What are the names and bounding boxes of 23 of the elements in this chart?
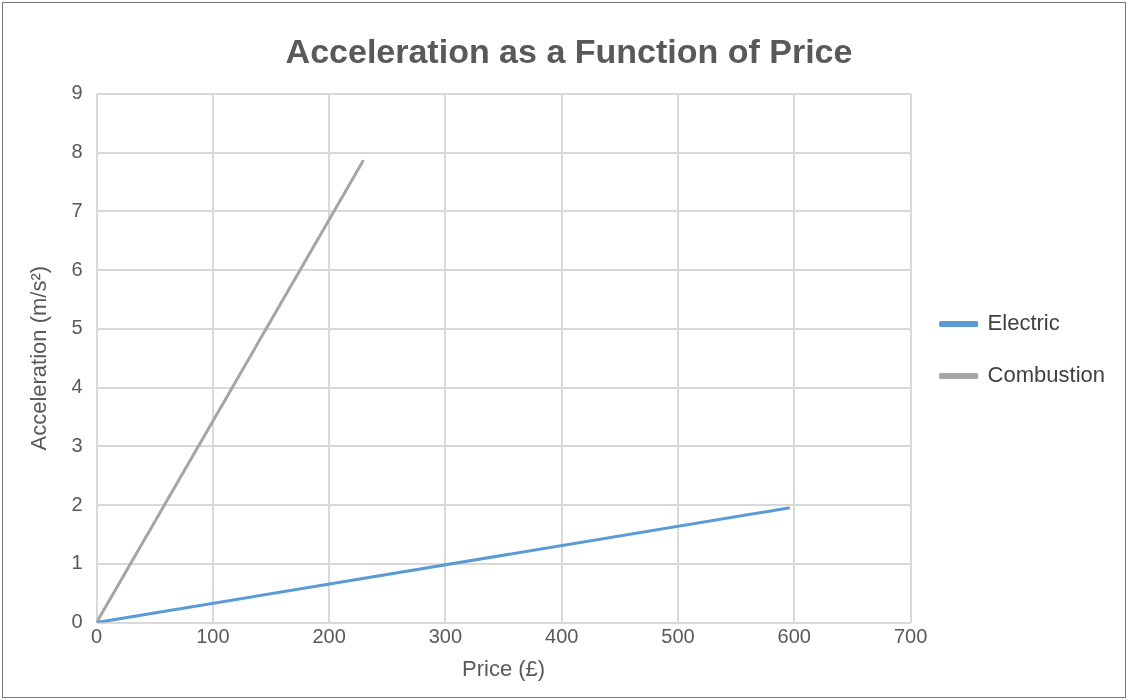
x-tick-label: 700: [893, 625, 928, 648]
y-axis-title: Acceleration (m/s²): [26, 265, 52, 451]
y-tick-label: 5: [71, 316, 83, 339]
legend-label: Electric: [987, 310, 1060, 336]
chart-title: Acceleration as a Function of Price: [285, 31, 853, 70]
y-tick-label: 3: [71, 433, 83, 456]
x-tick-label: 100: [196, 625, 230, 648]
y-tick-label: 0: [71, 610, 83, 633]
y-tick-label: 2: [71, 492, 83, 515]
y-tick-label: 7: [71, 198, 83, 221]
legend-label: Combustion: [987, 362, 1105, 388]
y-tick-label: 9: [71, 81, 83, 104]
x-tick-label: 400: [545, 625, 579, 648]
y-tick-label: 6: [71, 257, 83, 280]
x-tick-label: 600: [777, 625, 811, 648]
x-tick-label: 200: [312, 625, 346, 648]
y-tick-label: 4: [71, 375, 83, 398]
x-tick-label: 300: [428, 625, 463, 648]
x-axis-title: Price (£): [462, 655, 546, 681]
y-tick-label: 1: [71, 551, 83, 574]
y-tick-label: 8: [71, 140, 83, 163]
x-tick-label: 500: [661, 625, 695, 648]
x-tick-label: 0: [90, 625, 103, 648]
